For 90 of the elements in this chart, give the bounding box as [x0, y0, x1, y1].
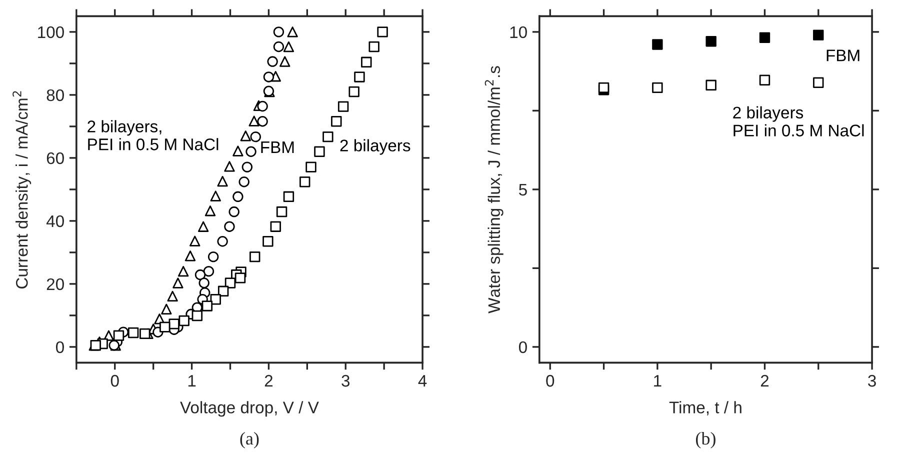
text: (b) [696, 432, 716, 448]
point [218, 286, 229, 297]
point [338, 101, 349, 112]
point [354, 72, 365, 82]
point [759, 32, 770, 43]
point [813, 30, 824, 40]
y-tick-label: 10 [510, 26, 527, 38]
point [234, 272, 246, 284]
point [306, 162, 316, 172]
point [246, 146, 256, 157]
point [813, 77, 824, 88]
point [202, 300, 213, 312]
point [276, 206, 288, 218]
point [706, 80, 716, 91]
y-tick-label: 5 [518, 184, 527, 196]
point [250, 131, 261, 142]
point [190, 236, 200, 246]
x-tick-label: 0 [110, 374, 119, 387]
point [224, 278, 236, 288]
point [204, 205, 216, 216]
point [217, 176, 228, 187]
point [270, 221, 281, 232]
series-label: FBM [261, 142, 294, 153]
point [706, 36, 716, 47]
y-tick-label: 100 [38, 26, 64, 38]
point [652, 39, 663, 50]
point [377, 26, 388, 38]
point [217, 236, 228, 247]
y-tick-label: 40 [46, 215, 64, 228]
y-tick-label: 20 [46, 278, 64, 290]
point [652, 82, 663, 94]
point [273, 26, 284, 38]
point [161, 304, 172, 314]
y-tick-label: 0 [518, 341, 527, 354]
x-axis-title: Voltage drop, V / V [180, 401, 319, 417]
point [322, 131, 334, 142]
point [287, 26, 298, 38]
y-tick-label: 60 [46, 152, 64, 164]
point [262, 236, 274, 247]
point [140, 328, 150, 340]
y-tick-label: 80 [46, 89, 64, 102]
point [224, 161, 235, 172]
point [113, 330, 124, 341]
point [178, 266, 189, 277]
x-tick-label: 3 [868, 374, 876, 387]
point [598, 82, 610, 94]
point [224, 221, 235, 232]
point [232, 191, 244, 202]
y-tick-label: 0 [56, 341, 64, 354]
point [331, 116, 342, 127]
point [283, 41, 294, 52]
series-label: 2 bilayers, PEI in 0.5 M NaCl [88, 120, 218, 150]
point [300, 176, 310, 188]
series-label: FBM [826, 50, 860, 62]
point [178, 315, 190, 326]
point [184, 250, 196, 262]
x-tick-label: 0 [546, 374, 554, 387]
point [361, 56, 372, 68]
text: (a) [240, 432, 259, 448]
x-tick-label: 3 [342, 374, 350, 387]
point [128, 327, 139, 338]
point [257, 100, 268, 112]
point [348, 86, 360, 98]
series-label: 2 bilayers [340, 139, 410, 155]
point [242, 162, 253, 172]
point [759, 74, 770, 86]
point [263, 72, 274, 82]
point [250, 251, 260, 262]
point [240, 130, 251, 142]
x-tick-label: 2 [760, 374, 769, 387]
point [192, 310, 203, 322]
point [210, 294, 221, 305]
point [273, 41, 284, 52]
x-tick-label: 1 [654, 375, 662, 387]
point [228, 206, 240, 218]
point [267, 56, 278, 67]
point [238, 176, 250, 188]
y-axis-title: Water splitting flux, J / mmol/m$^{2}$.s [484, 66, 504, 314]
point [368, 41, 380, 52]
series-label: 2 bilayers PEI in 0.5 M NaCl [733, 106, 864, 136]
x-axis-title: Time, t / h [669, 401, 742, 416]
point [283, 191, 294, 202]
point [314, 146, 325, 157]
point [160, 322, 170, 332]
x-tick-label: 4 [418, 375, 427, 387]
point [208, 251, 219, 262]
point [168, 318, 180, 330]
x-tick-label: 2 [264, 374, 272, 387]
x-tick-label: 1 [188, 375, 196, 387]
y-axis-title: Current density, i / mA/cm$^{2}$ [12, 91, 32, 288]
